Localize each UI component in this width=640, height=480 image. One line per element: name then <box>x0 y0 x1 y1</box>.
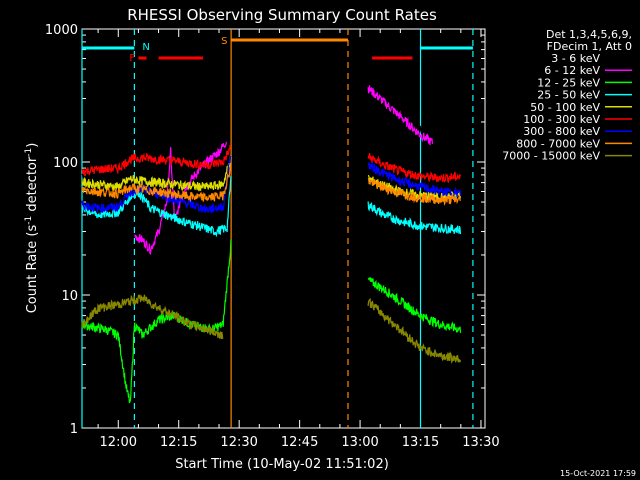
series-line-0-1 <box>367 78 433 140</box>
y-tick-label: 10 <box>61 289 78 304</box>
series-line-6-0 <box>81 154 232 214</box>
plot-area: 1 10 100 1000 12:00 12:15 12:30 12:45 13:00 13:15… <box>45 23 500 450</box>
legend-header: Det 1,3,4,5,6,9, <box>546 28 632 41</box>
y-axis-label-mid: detector <box>25 156 40 216</box>
x-tick-label: 13:15 <box>402 435 439 450</box>
x-tick-label: 12:00 <box>100 435 137 450</box>
legend-label: 6 - 12 keV <box>544 64 600 77</box>
x-tick-label: 12:15 <box>160 435 197 450</box>
series-line-5-0 <box>81 144 232 177</box>
x-tick-label: 12:45 <box>281 435 318 450</box>
legend-label: 25 - 50 keV <box>537 89 600 102</box>
series-line-0-0 <box>81 141 228 213</box>
y-axis-label-main: Count Rate (s <box>25 225 40 314</box>
axis-frame <box>81 28 486 429</box>
legend-label: 7000 - 15000 keV <box>502 150 600 163</box>
series-line-7-1 <box>367 177 462 206</box>
y-tick-label: 1 <box>70 422 78 437</box>
y-axis-label-sup2: -1 <box>24 148 34 157</box>
legend-label: 50 - 100 keV <box>530 101 600 114</box>
chart-title: RHESSI Observing Summary Count Rates <box>127 6 437 24</box>
y-axis-label: Count Rate (s-1 detector-1) <box>24 143 40 314</box>
series-line-5-1 <box>367 152 462 184</box>
legend-label: 300 - 800 keV <box>523 125 600 138</box>
series-line-3-1 <box>367 201 462 235</box>
series-line-6-1 <box>367 160 462 199</box>
x-tick-label: 12:30 <box>220 435 257 450</box>
y-tick-label: 100 <box>53 156 78 171</box>
series-line-1-1 <box>367 85 433 146</box>
y-axis-label-end: ) <box>25 143 40 148</box>
x-tick-label: 13:30 <box>462 435 499 450</box>
legend-header: FDecim 1, Att 0 <box>547 40 632 53</box>
legend-label: 800 - 7000 keV <box>516 137 600 150</box>
series-line-8-0 <box>81 294 224 340</box>
legend-label: 12 - 25 keV <box>537 76 600 89</box>
x-tick-label: 13:00 <box>341 435 378 450</box>
series-line-7-0 <box>81 164 232 203</box>
flag-label: F <box>129 53 135 64</box>
flag-label: N <box>142 42 149 53</box>
series-line-8-1 <box>367 298 462 365</box>
flag-label: S <box>221 36 227 47</box>
legend-label: 100 - 300 keV <box>523 113 600 126</box>
x-axis-label: Start Time (10-May-02 11:51:02) <box>175 457 389 472</box>
timestamp: 15-Oct-2021 17:59 <box>560 469 636 478</box>
legend-label: 3 - 6 keV <box>551 52 600 65</box>
series-line-2-0 <box>81 239 232 404</box>
series-line-2-1 <box>367 276 462 333</box>
legend: Det 1,3,4,5,6,9,FDecim 1, Att 03 - 6 keV… <box>502 28 632 163</box>
series-line-3-0 <box>81 175 232 238</box>
y-tick-label: 1000 <box>45 23 78 38</box>
y-axis-label-sup1: -1 <box>24 216 34 225</box>
